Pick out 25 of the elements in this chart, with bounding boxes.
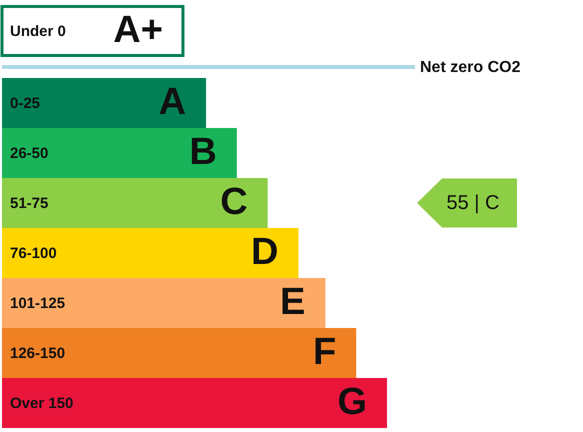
y-tick-label: Over 150 [10, 395, 74, 412]
annotation: E [280, 281, 306, 323]
bar [2, 178, 268, 228]
bar [2, 128, 237, 178]
ref-line-label: Net zero CO2 [420, 59, 521, 76]
annotation: F [312, 331, 336, 373]
y-tick-label: 76-100 [10, 245, 57, 262]
annotation: A+ [113, 9, 163, 51]
y-tick-label: Under 0 [10, 23, 66, 40]
annotation: D [250, 231, 278, 273]
bar [2, 228, 298, 278]
y-tick-label: 101-125 [10, 295, 66, 312]
annotation: G [337, 381, 367, 423]
annotation: A [158, 81, 186, 123]
bar [2, 378, 387, 428]
bar [2, 278, 326, 328]
bar [2, 78, 206, 128]
bar [2, 328, 356, 378]
text: 55 | C [446, 192, 500, 214]
annotation: C [220, 181, 248, 223]
y-tick-label: 26-50 [10, 145, 48, 162]
y-tick-label: 0-25 [10, 95, 40, 112]
annotation: B [189, 131, 217, 173]
y-tick-label: 51-75 [10, 195, 48, 212]
y-tick-label: 126-150 [10, 345, 66, 362]
